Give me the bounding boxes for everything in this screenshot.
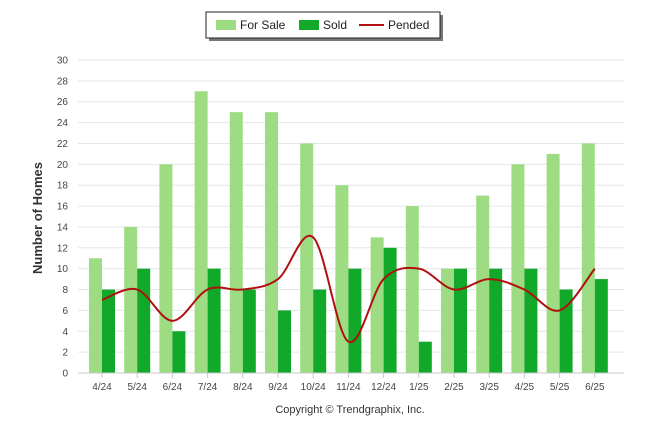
- bar-sold-4-24: [102, 289, 115, 373]
- y-tick-label-30: 30: [57, 56, 69, 67]
- bar-for-sale-10-24: [300, 143, 314, 373]
- x-tick-label-2-25: 2/25: [444, 382, 464, 393]
- bar-for-sale-3-25: [476, 195, 490, 373]
- y-tick-label-26: 26: [57, 97, 69, 108]
- bar-for-sale-9-24: [265, 112, 278, 374]
- x-tick-label-1-25: 1/25: [409, 382, 429, 393]
- bar-sold-3-25: [489, 268, 503, 373]
- y-axis-title: Number of Homes: [30, 162, 45, 274]
- bar-for-sale-5-25: [546, 153, 560, 373]
- y-tick-label-22: 22: [57, 139, 69, 150]
- y-tick-label-16: 16: [57, 202, 69, 213]
- copyright-credit: Copyright © Trendgraphix, Inc.: [275, 404, 424, 416]
- bar-sold-5-25: [559, 289, 573, 373]
- y-tick-label-24: 24: [57, 118, 69, 129]
- x-tick-label-11-24: 11/24: [336, 382, 361, 393]
- legend-swatch-for-sale: [216, 20, 236, 30]
- bar-for-sale-7-24: [194, 91, 208, 374]
- x-tick-label-5-25: 5/25: [550, 382, 570, 393]
- legend-label-for-sale: For Sale: [240, 18, 286, 32]
- bar-for-sale-2-25: [441, 268, 454, 373]
- x-tick-label-10-24: 10/24: [301, 382, 326, 393]
- legend-label-sold: Sold: [323, 18, 347, 32]
- x-tick-label-5-24: 5/24: [127, 382, 147, 393]
- y-tick-label-14: 14: [57, 222, 69, 233]
- y-tick-label-12: 12: [57, 243, 69, 254]
- bar-sold-2-25: [454, 268, 467, 373]
- bar-for-sale-1-25: [405, 206, 419, 373]
- bar-sold-10-24: [313, 289, 327, 373]
- bar-sold-11-24: [348, 268, 362, 373]
- bar-sold-12-24: [383, 247, 397, 373]
- bar-sold-1-25: [418, 341, 432, 373]
- bar-for-sale-12-24: [370, 237, 384, 373]
- y-tick-label-6: 6: [62, 306, 68, 317]
- y-tick-label-10: 10: [57, 264, 69, 275]
- y-tick-label-4: 4: [62, 327, 68, 338]
- x-tick-label-7-24: 7/24: [198, 382, 218, 393]
- y-tick-label-20: 20: [57, 160, 69, 171]
- pended-line: [101, 234, 596, 343]
- bar-sold-9-24: [278, 310, 291, 373]
- bar-for-sale-6-25: [581, 143, 595, 373]
- bar-sold-6-24: [172, 331, 186, 373]
- legend: For Sale Sold Pended: [205, 11, 443, 41]
- bar-sold-4-25: [524, 268, 538, 373]
- bar-for-sale-4-24: [89, 258, 102, 373]
- x-tick-label-12-24: 12/24: [371, 382, 396, 393]
- x-tick-label-4-24: 4/24: [92, 382, 112, 393]
- x-tick-labels: 4/24 5/24 6/24 7/24 8/24 9/24 10/24 11/24 12/24 1…: [92, 382, 605, 393]
- y-tick-label-18: 18: [57, 181, 69, 192]
- line-pended: [101, 234, 596, 343]
- x-tick-label-9-24: 9/24: [268, 382, 288, 393]
- bar-sold-5-24: [137, 268, 151, 373]
- legend-swatch-sold: [299, 20, 319, 30]
- y-tick-label-0: 0: [62, 369, 68, 380]
- x-tick-label-3-25: 3/25: [479, 382, 499, 393]
- bar-for-sale-5-24: [124, 226, 138, 373]
- bar-for-sale-8-24: [229, 112, 243, 374]
- legend-label-pended: Pended: [388, 18, 429, 32]
- bar-for-sale-4-25: [511, 164, 525, 373]
- axes: [78, 372, 624, 378]
- y-tick-label-28: 28: [57, 76, 69, 87]
- x-tick-label-8-24: 8/24: [233, 382, 253, 393]
- bar-for-sale-6-24: [159, 164, 173, 373]
- legend-box: [205, 11, 441, 39]
- y-tick-label-2: 2: [62, 348, 68, 359]
- x-tick-label-6-25: 6/25: [585, 382, 605, 393]
- bar-sold-8-24: [242, 289, 256, 373]
- x-tick-label-6-24: 6/24: [163, 382, 183, 393]
- bar-sold-6-25: [594, 279, 608, 373]
- y-tick-label-8: 8: [62, 285, 68, 296]
- bar-sold-7-24: [207, 268, 221, 373]
- x-tick-label-4-25: 4/25: [515, 382, 535, 393]
- bar-for-sale-11-24: [335, 185, 349, 373]
- bars: [89, 91, 608, 374]
